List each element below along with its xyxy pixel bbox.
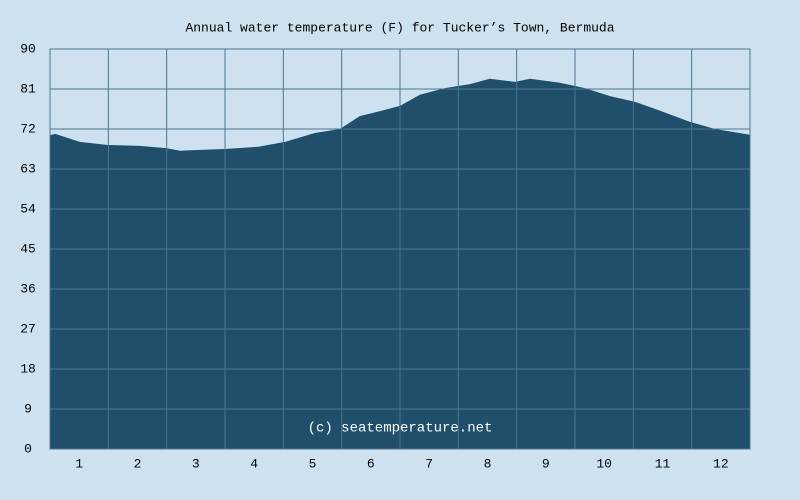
y-tick-label: 18 — [20, 361, 36, 376]
y-tick-label: 45 — [20, 241, 36, 256]
x-tick-label: 6 — [367, 456, 375, 471]
x-tick-label: 2 — [134, 456, 142, 471]
y-tick-label: 54 — [20, 201, 36, 216]
watermark: (c) seatemperature.net — [308, 421, 493, 437]
chart-title: Annual water temperature (F) for Tucker’… — [185, 20, 614, 35]
plot-border — [49, 48, 751, 450]
x-tick-label: 4 — [250, 456, 258, 471]
y-tick-label: 0 — [24, 441, 32, 456]
y-tick-label: 72 — [20, 121, 36, 136]
y-tick-label: 90 — [20, 41, 36, 56]
x-tick-label: 7 — [425, 456, 433, 471]
y-tick-label: 63 — [20, 161, 36, 176]
y-tick-label: 27 — [20, 321, 36, 336]
x-tick-label: 11 — [655, 456, 671, 471]
y-tick-label: 81 — [20, 81, 36, 96]
x-tick-label: 9 — [542, 456, 550, 471]
x-tick-label: 10 — [596, 456, 612, 471]
x-tick-label: 3 — [192, 456, 200, 471]
y-tick-label: 36 — [20, 281, 36, 296]
y-tick-label: 9 — [24, 401, 32, 416]
x-tick-label: 1 — [75, 456, 83, 471]
x-tick-label: 12 — [713, 456, 729, 471]
x-tick-label: 5 — [309, 456, 317, 471]
x-tick-label: 8 — [484, 456, 492, 471]
